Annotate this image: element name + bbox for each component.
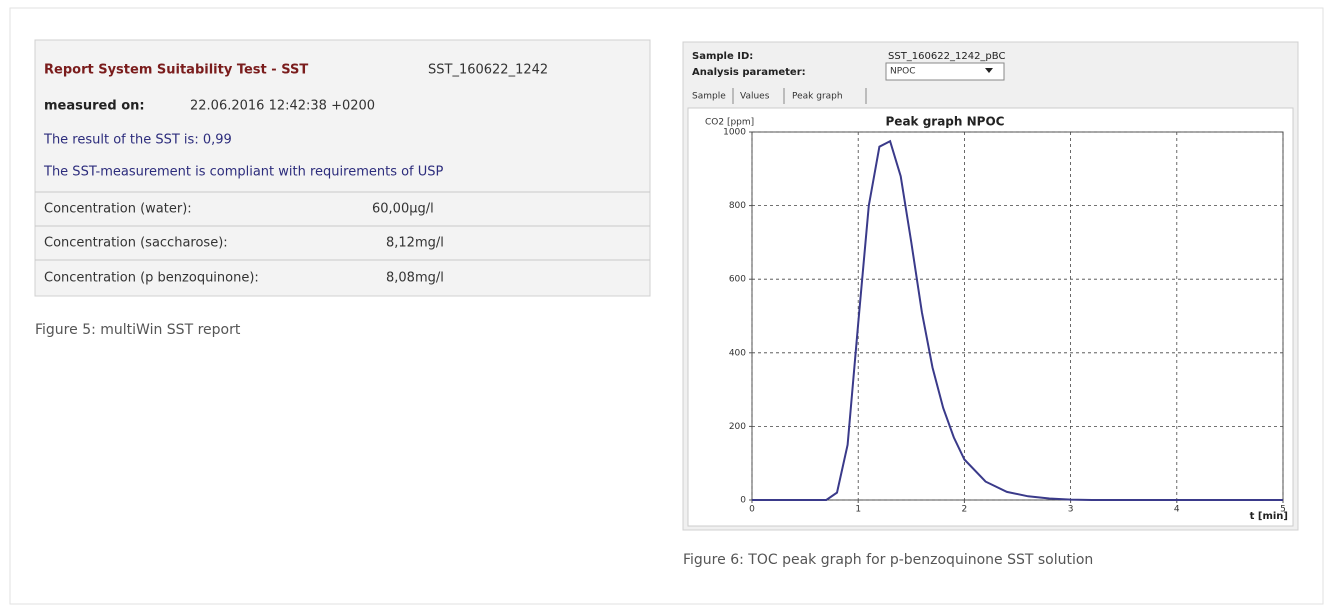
y-tick-label: 0 xyxy=(740,496,746,506)
peak-line xyxy=(752,139,1283,501)
y-tick-label: 1000 xyxy=(723,128,746,138)
caption: Figure 5: multiWin SST report xyxy=(35,322,241,338)
row-label: Concentration (saccharose): xyxy=(44,236,228,251)
sample-id-value: SST_160622_1242_pBC xyxy=(888,51,1005,62)
measured-label: measured on: xyxy=(44,99,145,114)
tab[interactable]: Sample xyxy=(692,92,726,102)
sst-id: SST_160622_1242 xyxy=(428,63,548,78)
row-value: 8,08mg/l xyxy=(386,271,444,286)
result: The result of the SST is: 0,99 xyxy=(43,133,232,148)
row-label: Concentration (water): xyxy=(44,202,192,217)
y-tick-label: 400 xyxy=(729,348,746,358)
x-tick-label: 0 xyxy=(749,505,755,515)
sample-id-label: Sample ID: xyxy=(692,51,753,62)
row-label: Concentration (p benzoquinone): xyxy=(44,271,259,286)
y-axis-label: CO2 [ppm] xyxy=(705,118,754,128)
y-tick-label: 800 xyxy=(729,201,746,211)
dropdown-arrow xyxy=(985,68,993,73)
dropdown-value: NPOC xyxy=(890,67,916,77)
dropdown[interactable] xyxy=(885,62,1005,81)
plot-area xyxy=(751,131,1284,501)
y-tick-label: 600 xyxy=(729,275,746,285)
report-box xyxy=(34,39,651,297)
measured-value: 22.06.2016 12:42:38 +0200 xyxy=(190,99,375,114)
x-tick-label: 3 xyxy=(1068,505,1074,515)
x-tick-label: 1 xyxy=(855,505,861,515)
tab[interactable]: Peak graph xyxy=(792,92,843,102)
y-tick-label: 200 xyxy=(729,422,746,432)
analysis-label: Analysis parameter: xyxy=(692,67,806,78)
row-value: 60,00µg/l xyxy=(372,202,434,217)
x-tick-label: 2 xyxy=(962,505,968,515)
x-tick-label: 4 xyxy=(1174,505,1180,515)
report-title: Report System Suitability Test - SST xyxy=(44,63,308,78)
tab[interactable]: Values xyxy=(740,92,770,102)
row-value: 8,12mg/l xyxy=(386,236,444,251)
x-axis-label: t [min] xyxy=(1250,511,1288,522)
compliance: The SST-measurement is compliant with re… xyxy=(43,165,444,180)
chart-title: Peak graph NPOC xyxy=(886,115,1005,129)
caption: Figure 6: TOC peak graph for p-benzoquin… xyxy=(683,552,1093,568)
x-tick-label: 5 xyxy=(1280,505,1286,515)
